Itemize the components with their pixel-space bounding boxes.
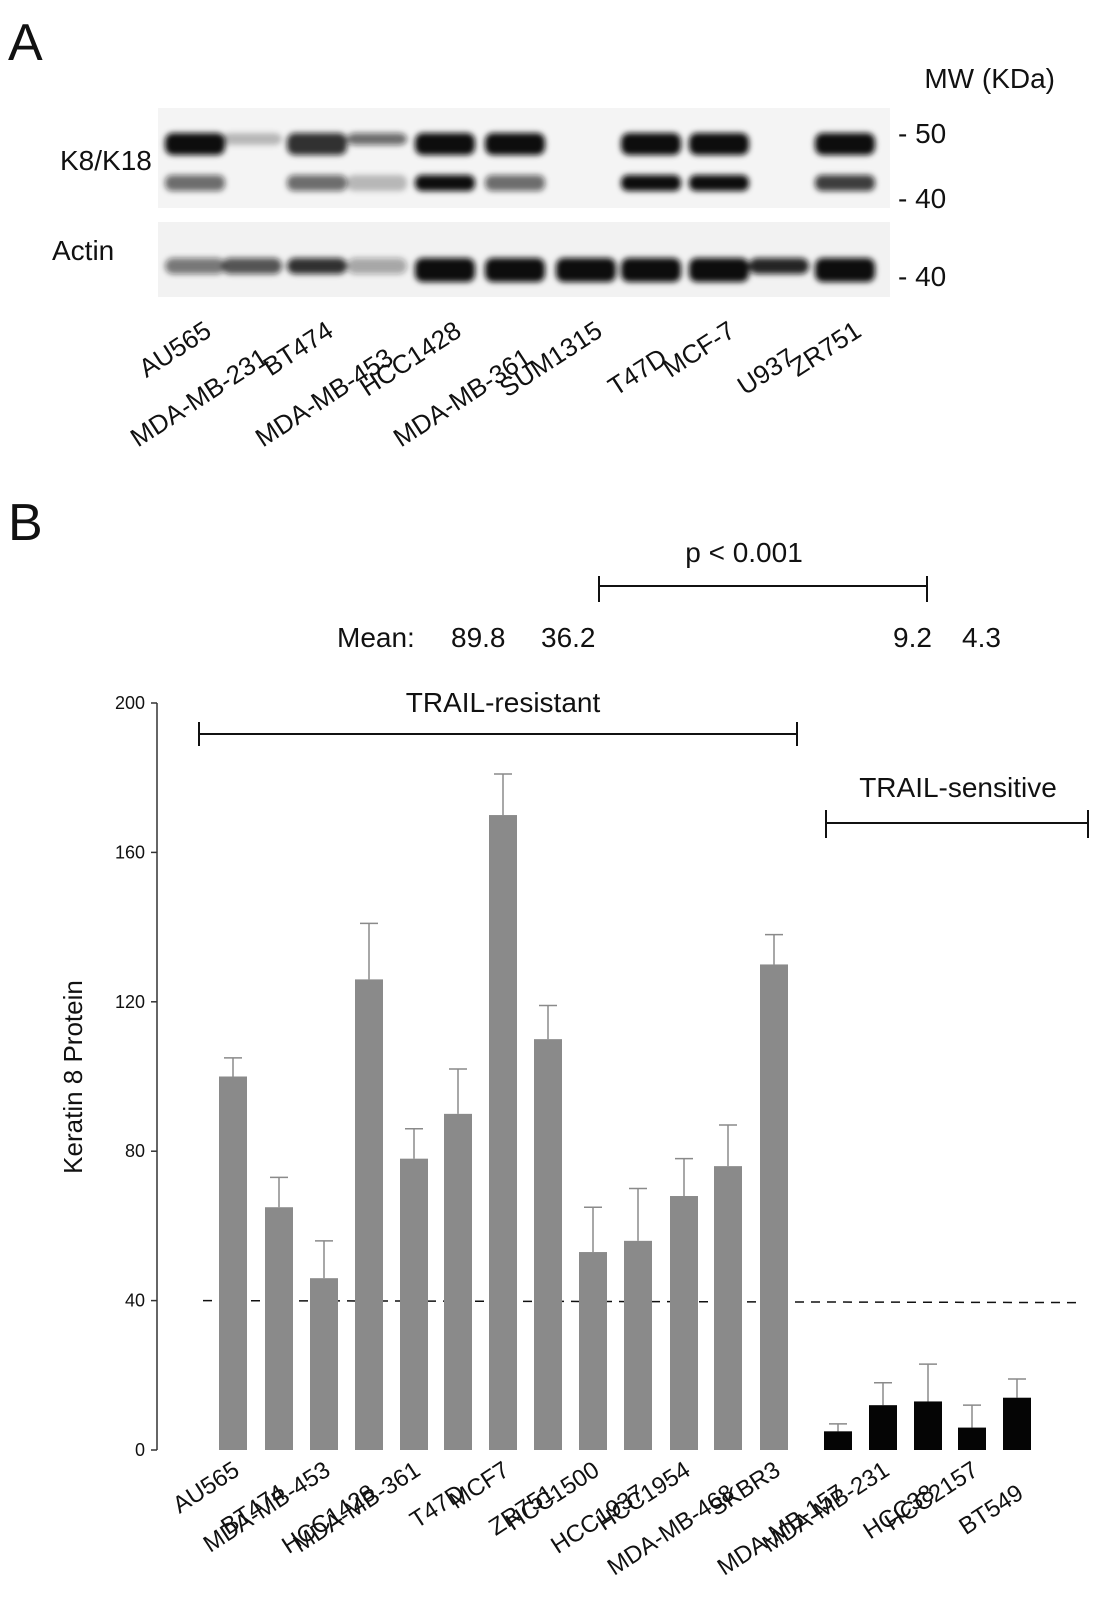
k8-lower-band: [815, 175, 875, 191]
y-axis: 0 40 80 120 160 200: [115, 693, 158, 1460]
bars: [219, 815, 1031, 1450]
p-value-bracket: [598, 576, 928, 602]
bar-skbr3: [760, 964, 788, 1450]
k8-upper-band: [287, 133, 347, 155]
actin-row-label: Actin: [52, 235, 114, 266]
lane-label-mcf-7: MCF-7: [657, 315, 740, 383]
k8-upper-band: [222, 133, 282, 145]
resistant-bracket: [198, 722, 798, 746]
actin-bands: [165, 258, 875, 282]
mw-marker-50: - 50: [898, 118, 946, 149]
group-label-sensitive: TRAIL-sensitive: [859, 772, 1057, 803]
error-bars: [224, 773, 1026, 1432]
y-tick-label: 200: [115, 693, 145, 713]
k8-lower-band: [621, 175, 681, 191]
bar-mda-mb-468: [714, 1166, 742, 1450]
bar-hcc38: [914, 1401, 942, 1450]
bar-mcf7: [489, 815, 517, 1450]
y-axis-label: Keratin 8 Protein: [58, 980, 88, 1174]
sensitive-bracket: [825, 810, 1089, 838]
actin-band: [749, 258, 809, 274]
x-labels: AU565BT474MDA-MB-453HCC1428MDA-MB-361T47…: [168, 1456, 1028, 1581]
panel-b: B p < 0.001 Mean: 89.8 36.2 9.2 4.3 TRAI…: [8, 494, 1089, 1581]
panel-b-letter: B: [8, 494, 43, 552]
bar-hcc2157: [958, 1427, 986, 1450]
bar-hcc1954: [670, 1196, 698, 1450]
k8-k18-row-label: K8/K18: [60, 145, 152, 176]
bar-zr751: [534, 1039, 562, 1450]
k8-lower-band: [485, 175, 545, 191]
k8-upper-band: [415, 133, 475, 155]
bar-hcc1428: [355, 979, 383, 1450]
actin-band: [222, 258, 282, 274]
k8-upper-band: [621, 133, 681, 155]
p-value-label: p < 0.001: [685, 537, 803, 568]
bar-hcc1937: [624, 1240, 652, 1450]
lane-label-u937: U937: [732, 342, 800, 401]
mean-value-1: 89.8: [451, 622, 506, 653]
lane-label-t47d: T47D: [603, 342, 673, 402]
bar-mda-mb-361: [400, 1158, 428, 1450]
panel-a: A MW (KDa) K8/K18 - 50 - 40 Actin - 40 A…: [8, 14, 1055, 453]
actin-band: [415, 258, 475, 282]
bar-t47d: [444, 1113, 472, 1450]
mean-value-4: 4.3: [962, 622, 1001, 653]
mw-marker-40-actin: - 40: [898, 261, 946, 292]
mean-value-3: 9.2: [893, 622, 932, 653]
mean-value-2: 36.2: [541, 622, 596, 653]
actin-band: [287, 258, 347, 274]
mw-header: MW (KDa): [924, 63, 1055, 94]
bar-hcc1500: [579, 1252, 607, 1450]
bar-bt549: [1003, 1397, 1031, 1450]
k8-upper-band: [815, 133, 875, 155]
panel-a-letter: A: [8, 14, 43, 72]
actin-band: [621, 258, 681, 282]
group-label-resistant: TRAIL-resistant: [406, 687, 601, 718]
y-tick-label: 160: [115, 842, 145, 862]
k8-upper-band: [347, 133, 407, 145]
y-tick-label: 80: [125, 1141, 145, 1161]
k8-k18-bands: [165, 133, 875, 191]
actin-band: [689, 258, 749, 282]
y-ticks: 0 40 80 120 160 200: [115, 693, 157, 1460]
lane-labels: AU565MDA-MB-231BT474MDA-MB-453HCC1428MDA…: [125, 315, 866, 453]
k8-lower-band: [287, 175, 347, 191]
bar-bt474: [265, 1207, 293, 1450]
k8-k18-blot: [158, 108, 890, 208]
k8-lower-band: [347, 175, 407, 191]
mean-label: Mean:: [337, 622, 415, 653]
bar-au565: [219, 1076, 247, 1450]
lane-label-bt474: BT474: [258, 315, 339, 382]
k8-upper-band: [485, 133, 545, 155]
actin-band: [165, 258, 225, 274]
lane-label-au565: AU565: [133, 315, 216, 383]
y-tick-label: 40: [125, 1291, 145, 1311]
bar-mda-mb-157: [824, 1431, 852, 1450]
k8-upper-band: [689, 133, 749, 155]
actin-band: [556, 258, 616, 282]
k8-k18-membrane: [158, 108, 890, 208]
k8-upper-band: [165, 133, 225, 155]
bar-mda-mb-231: [869, 1405, 897, 1450]
actin-band: [815, 258, 875, 282]
k8-lower-band: [689, 175, 749, 191]
mw-marker-40-k8: - 40: [898, 183, 946, 214]
y-tick-label: 0: [135, 1440, 145, 1460]
actin-band: [485, 258, 545, 282]
lane-label-zr751: ZR751: [784, 315, 866, 383]
actin-band: [347, 258, 407, 274]
y-tick-label: 120: [115, 992, 145, 1012]
k8-lower-band: [415, 175, 475, 191]
k8-lower-band: [165, 175, 225, 191]
actin-blot: [158, 222, 890, 297]
bar-mda-mb-453: [310, 1278, 338, 1450]
